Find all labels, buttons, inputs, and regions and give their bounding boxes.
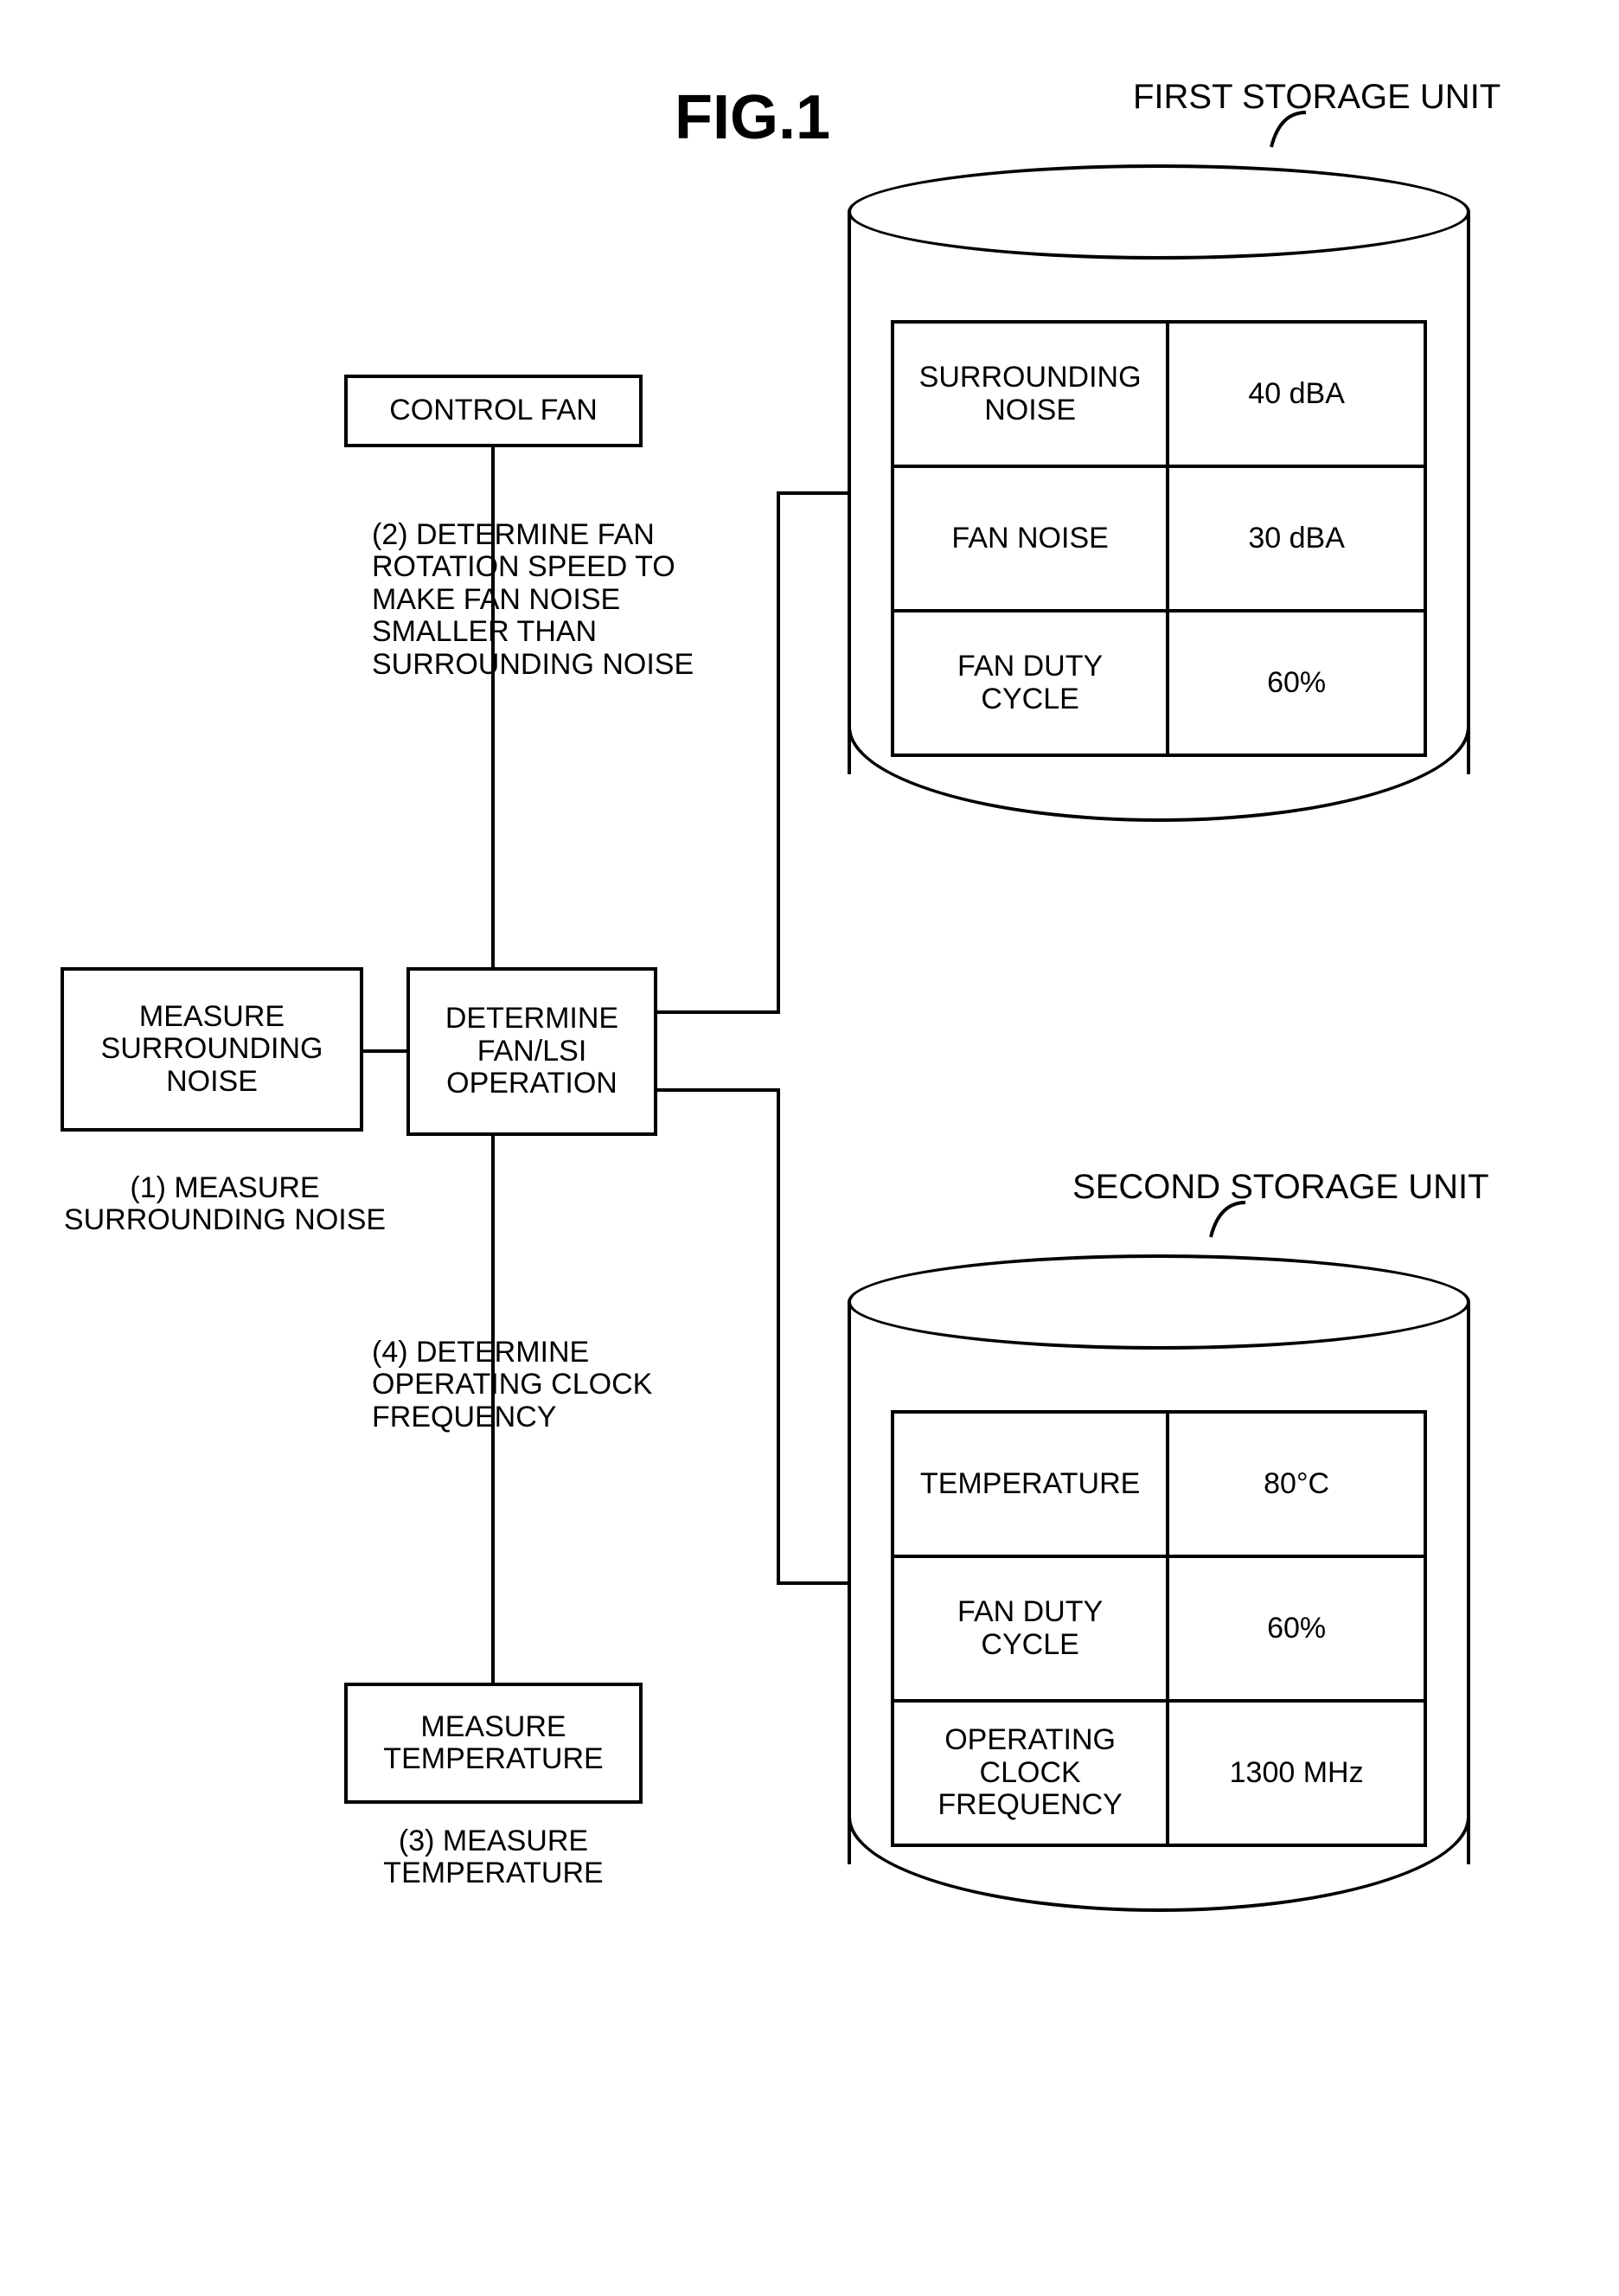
box-control-fan-label: CONTROL FAN	[389, 394, 598, 426]
box-control-fan: CONTROL FAN	[344, 375, 643, 447]
figure-title: FIG.1	[675, 82, 830, 153]
t1-r1-k: FAN NOISE	[894, 468, 1169, 609]
t2-r1-v: 60%	[1169, 1558, 1424, 1699]
box-determine-operation-label: DETERMINE FAN/LSI OPERATION	[445, 1003, 618, 1100]
storage1-table: SURROUNDING NOISE 40 dBA FAN NOISE 30 dB…	[891, 320, 1427, 757]
box-measure-noise-label: MEASURE SURROUNDING NOISE	[101, 1001, 323, 1098]
t1-r0-v: 40 dBA	[1169, 324, 1424, 465]
t1-r2-k: FAN DUTY CYCLE	[894, 612, 1169, 754]
t2-r0-k: TEMPERATURE	[894, 1414, 1169, 1555]
storage2-label: SECOND STORAGE UNIT	[1072, 1168, 1583, 1206]
edge-label-2: (2) DETERMINE FAN ROTATION SPEED TO MAKE…	[372, 519, 735, 681]
box-measure-temperature: MEASURE TEMPERATURE	[344, 1683, 643, 1804]
box-determine-operation: DETERMINE FAN/LSI OPERATION	[406, 967, 657, 1136]
t1-r1-v: 30 dBA	[1169, 468, 1424, 609]
t2-r2-v: 1300 MHz	[1169, 1703, 1424, 1844]
t2-r2-k: OPERATING CLOCK FREQUENCY	[894, 1703, 1169, 1844]
storage2-table: TEMPERATURE 80°C FAN DUTY CYCLE 60% OPER…	[891, 1410, 1427, 1847]
edge-label-3: (3) MEASURE TEMPERATURE	[344, 1825, 643, 1890]
t1-r0-k: SURROUNDING NOISE	[894, 324, 1169, 465]
lead-storage1	[1271, 112, 1306, 147]
edge-label-4: (4) DETERMINE OPERATING CLOCK FREQUENCY	[372, 1337, 701, 1433]
box-measure-temperature-label: MEASURE TEMPERATURE	[383, 1711, 603, 1776]
diagram-canvas: FIG.1 CONTROL FAN (2) DETERMINE FAN ROTA…	[0, 0, 1619, 2296]
edge-label-1: (1) MEASURE SURROUNDING NOISE	[61, 1172, 389, 1237]
lead-storage2	[1211, 1203, 1245, 1237]
t2-r1-k: FAN DUTY CYCLE	[894, 1558, 1169, 1699]
box-measure-noise: MEASURE SURROUNDING NOISE	[61, 967, 363, 1132]
t2-r0-v: 80°C	[1169, 1414, 1424, 1555]
t1-r2-v: 60%	[1169, 612, 1424, 754]
storage1-label: FIRST STORAGE UNIT	[1133, 78, 1583, 116]
